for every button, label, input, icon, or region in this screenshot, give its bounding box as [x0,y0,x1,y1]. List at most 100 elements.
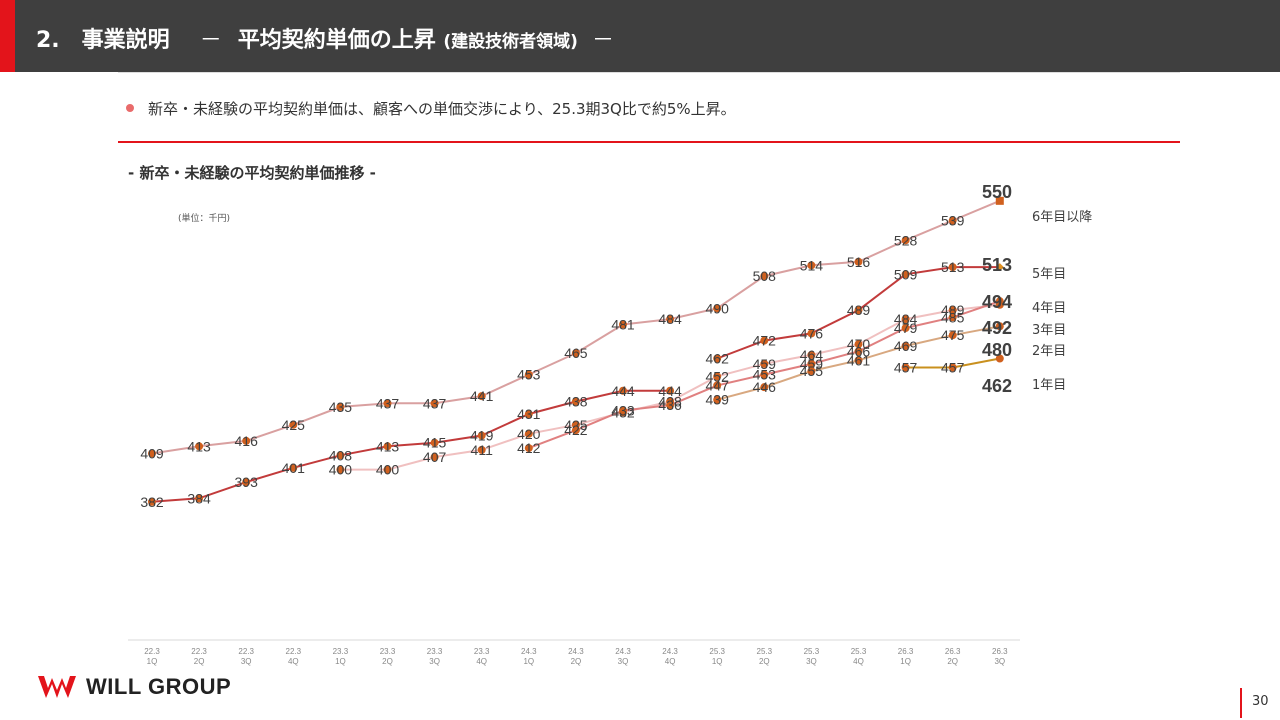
series-point [948,306,957,315]
series-point [524,410,533,419]
data-label: 452 [706,368,730,384]
data-label: 539 [941,213,965,229]
series-line [151,389,671,503]
header-accent [0,0,15,72]
series-point [948,363,957,372]
series-point [430,399,439,408]
x-tick-label: 22.3 4Q [286,647,302,666]
data-label: 484 [658,311,682,327]
series-point [854,340,863,349]
data-label: 453 [753,367,777,383]
x-tick-label: 23.3 3Q [427,647,443,666]
series-point [666,315,675,324]
data-label: 513 [941,259,965,275]
x-tick-label: 24.3 1Q [521,647,537,666]
series-point [901,270,910,279]
series-point [619,386,627,395]
section-title: 事業説明 [81,28,170,53]
series-line [151,199,1001,455]
header-divider [118,72,1180,73]
series-point [477,392,486,401]
data-label: 407 [423,449,447,465]
data-label: 514 [800,257,824,273]
data-label: 484 [894,311,918,327]
x-tick-label: 23.3 4Q [474,647,490,666]
series-point [571,397,580,406]
data-label: 461 [847,352,871,368]
series-point [148,449,156,458]
data-label: 459 [753,356,777,372]
series-point [760,370,769,379]
data-label: 470 [847,336,871,352]
data-label: 466 [847,343,871,359]
data-label: 433 [611,402,635,418]
data-label: 384 [187,490,211,506]
series-point [807,359,816,368]
series-point [713,395,722,404]
company-logo: WILL GROUP [36,672,231,702]
data-label: 508 [753,268,777,284]
data-label: 435 [329,399,353,415]
series-point [807,350,816,359]
page-number: 30 [1252,694,1269,709]
data-label: 438 [564,394,588,410]
series-point [854,257,863,266]
series-point [242,478,251,487]
x-tick-label: 22.3 3Q [238,647,254,666]
data-label: 415 [423,435,447,451]
logo-mark-icon [38,676,76,698]
data-label: 444 [611,383,635,399]
legend-label: 6年目以降 [1032,210,1092,225]
legend-label: 4年目 [1032,301,1066,316]
data-label: 420 [517,426,541,442]
data-label: 412 [517,440,541,456]
series-point [430,453,439,462]
data-label: 441 [470,388,494,404]
bullet-text: 新卒・未経験の平均契約単価は、顧客への単価交渉により、25.3期3Q比で約5%上… [148,100,736,118]
series-point [713,304,722,313]
data-label: 408 [329,447,353,463]
data-label: 457 [894,359,918,375]
data-label: 465 [564,345,588,361]
end-value-label: 492 [982,318,1012,338]
end-value-label: 462 [982,376,1012,396]
page-title: 2. 事業説明 － 平均契約単価の上昇 (建設技術者領域) － [36,22,614,54]
data-label: 413 [376,438,400,454]
series-point [242,436,251,445]
legend-label: 1年目 [1032,378,1066,393]
series-point [524,429,533,438]
data-label: 447 [706,377,730,393]
data-label: 446 [753,379,777,395]
section-number: 2. [36,28,60,53]
series-point [666,386,675,395]
series-point [430,438,439,447]
series-point [948,313,957,322]
series-point [854,356,863,365]
series-point [383,442,392,451]
series-point [524,370,533,379]
series-point [195,494,204,503]
series-point [995,196,1004,205]
series-point [901,363,910,372]
data-label: 425 [282,417,306,433]
x-tick-label: 26.3 3Q [992,647,1008,666]
series-point [995,354,1004,363]
data-label: 475 [941,327,965,343]
bullet-dot-icon [126,104,134,112]
x-tick-label: 24.3 2Q [568,647,584,666]
series-point [901,324,910,333]
series-point [713,354,722,363]
series-point [713,372,722,381]
series-point [571,426,580,435]
x-tick-label: 23.3 1Q [333,647,349,666]
data-label: 416 [235,433,259,449]
x-tick-label: 25.3 2Q [757,647,773,666]
data-label: 459 [800,356,824,372]
series-point [383,399,392,408]
data-label: 382 [140,494,164,510]
bullet-point: 新卒・未経験の平均契約単価は、顧客への単価交渉により、25.3期3Q比で約5%上… [126,98,736,119]
data-label: 437 [376,395,400,411]
series-point [383,465,392,474]
header-bar [0,0,1280,72]
